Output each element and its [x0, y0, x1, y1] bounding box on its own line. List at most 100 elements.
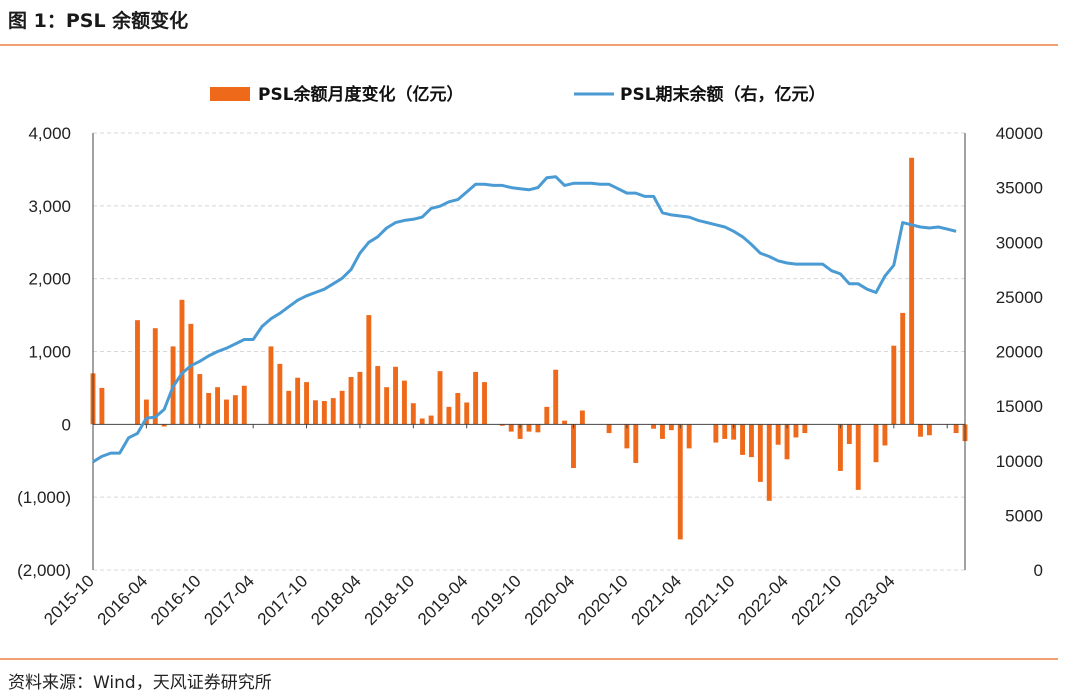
axes [92, 133, 966, 570]
x-tick-label: 2019-04 [414, 571, 472, 629]
bar [624, 424, 630, 449]
bar [535, 424, 541, 433]
bar [393, 366, 398, 425]
y-right-tick-label: 0 [1034, 561, 1043, 580]
bar [686, 424, 692, 449]
legend-line-label: PSL期末余额（右，亿元） [620, 84, 826, 105]
bar [757, 424, 763, 482]
bar [517, 424, 523, 439]
y-right-tick-label: 5000 [1005, 506, 1043, 525]
line-series [92, 175, 957, 464]
bar [384, 387, 390, 425]
x-tick-label: 2017-04 [200, 571, 258, 629]
bar [953, 424, 959, 434]
bar [143, 399, 149, 425]
bar [277, 363, 283, 425]
bar [499, 424, 505, 426]
figure-title: 图 1：PSL 余额变化 [8, 10, 189, 32]
bar [313, 400, 318, 425]
bar [926, 424, 932, 436]
bar [909, 157, 915, 425]
bar [366, 315, 372, 425]
bar [232, 395, 238, 425]
x-tick-label: 2019-10 [467, 571, 525, 629]
bar [446, 406, 452, 425]
x-tick-label: 2021-04 [628, 571, 686, 629]
y-left-tick-labels: (2,000) (1,000) 0 1,000 2,000 3,000 4,000 [17, 124, 71, 580]
header-divider [0, 44, 1058, 46]
bar [526, 424, 532, 432]
bar [375, 366, 381, 425]
bar [286, 390, 292, 425]
bar [188, 323, 194, 425]
bar [731, 424, 737, 440]
bar [410, 403, 416, 425]
bar [668, 424, 674, 431]
bar [304, 382, 309, 425]
bar [740, 424, 745, 455]
bar [206, 393, 212, 425]
x-tick-label: 2016-04 [94, 571, 152, 629]
bar [295, 377, 301, 425]
y-right-tick-label: 30000 [996, 233, 1043, 252]
legend-bar-label: PSL余额月度变化（亿元） [258, 84, 464, 105]
bar [197, 374, 203, 425]
bar [473, 371, 479, 425]
bar [766, 424, 772, 501]
bar [882, 424, 888, 446]
bar [330, 398, 336, 425]
x-tick-label: 2018-10 [361, 571, 419, 629]
bar [660, 424, 665, 439]
bar [606, 424, 612, 434]
bar [793, 424, 799, 438]
bar [846, 424, 852, 444]
bar [419, 418, 425, 425]
y-right-tick-label: 25000 [996, 288, 1043, 307]
y-right-tick-label: 40000 [996, 124, 1043, 143]
y-left-tick-label: 0 [62, 415, 71, 434]
bar [348, 376, 354, 425]
y-left-tick-label: 4,000 [28, 124, 71, 143]
y-left-tick-label: 3,000 [28, 197, 71, 216]
bar [900, 312, 906, 425]
bar [401, 380, 407, 425]
bar [553, 369, 559, 425]
x-tick-label: 2021-10 [681, 571, 739, 629]
bar [677, 424, 683, 540]
bar [873, 424, 879, 463]
y-left-tick-label: (2,000) [17, 561, 71, 580]
x-tick-label: 2020-10 [574, 571, 632, 629]
bar [571, 424, 576, 469]
bar [562, 420, 568, 425]
x-tick-label: 2015-10 [40, 571, 98, 629]
bar [713, 424, 719, 443]
bar [482, 382, 487, 425]
bar [651, 424, 657, 429]
bar [455, 393, 461, 425]
bar [357, 371, 363, 425]
bar [891, 345, 897, 425]
bar [722, 424, 728, 439]
bar [268, 346, 274, 425]
x-tick-label: 2022-10 [788, 571, 846, 629]
balance-line [92, 175, 957, 464]
x-tick-label: 2023-04 [841, 571, 899, 629]
bar-series [90, 157, 968, 540]
x-tick-label: 2018-04 [307, 571, 365, 629]
legend-bar-swatch [210, 87, 250, 101]
x-tick-label: 2020-04 [521, 571, 579, 629]
x-tick-label: 2016-10 [147, 571, 205, 629]
bar [241, 385, 247, 425]
bar [464, 402, 470, 425]
bar [339, 390, 345, 425]
bar [855, 424, 861, 490]
y-left-tick-label: (1,000) [17, 488, 71, 507]
bar [224, 399, 229, 425]
x-tick-labels: 2015-102016-042016-102017-042017-102018-… [40, 571, 898, 629]
y-right-tick-label: 10000 [996, 452, 1043, 471]
footer-divider [0, 658, 1058, 660]
bar [428, 415, 434, 425]
psl-chart: (2,000) (1,000) 0 1,000 2,000 3,000 4,000 0 500… [17, 84, 1043, 629]
bar [437, 371, 443, 425]
bar [215, 387, 221, 425]
